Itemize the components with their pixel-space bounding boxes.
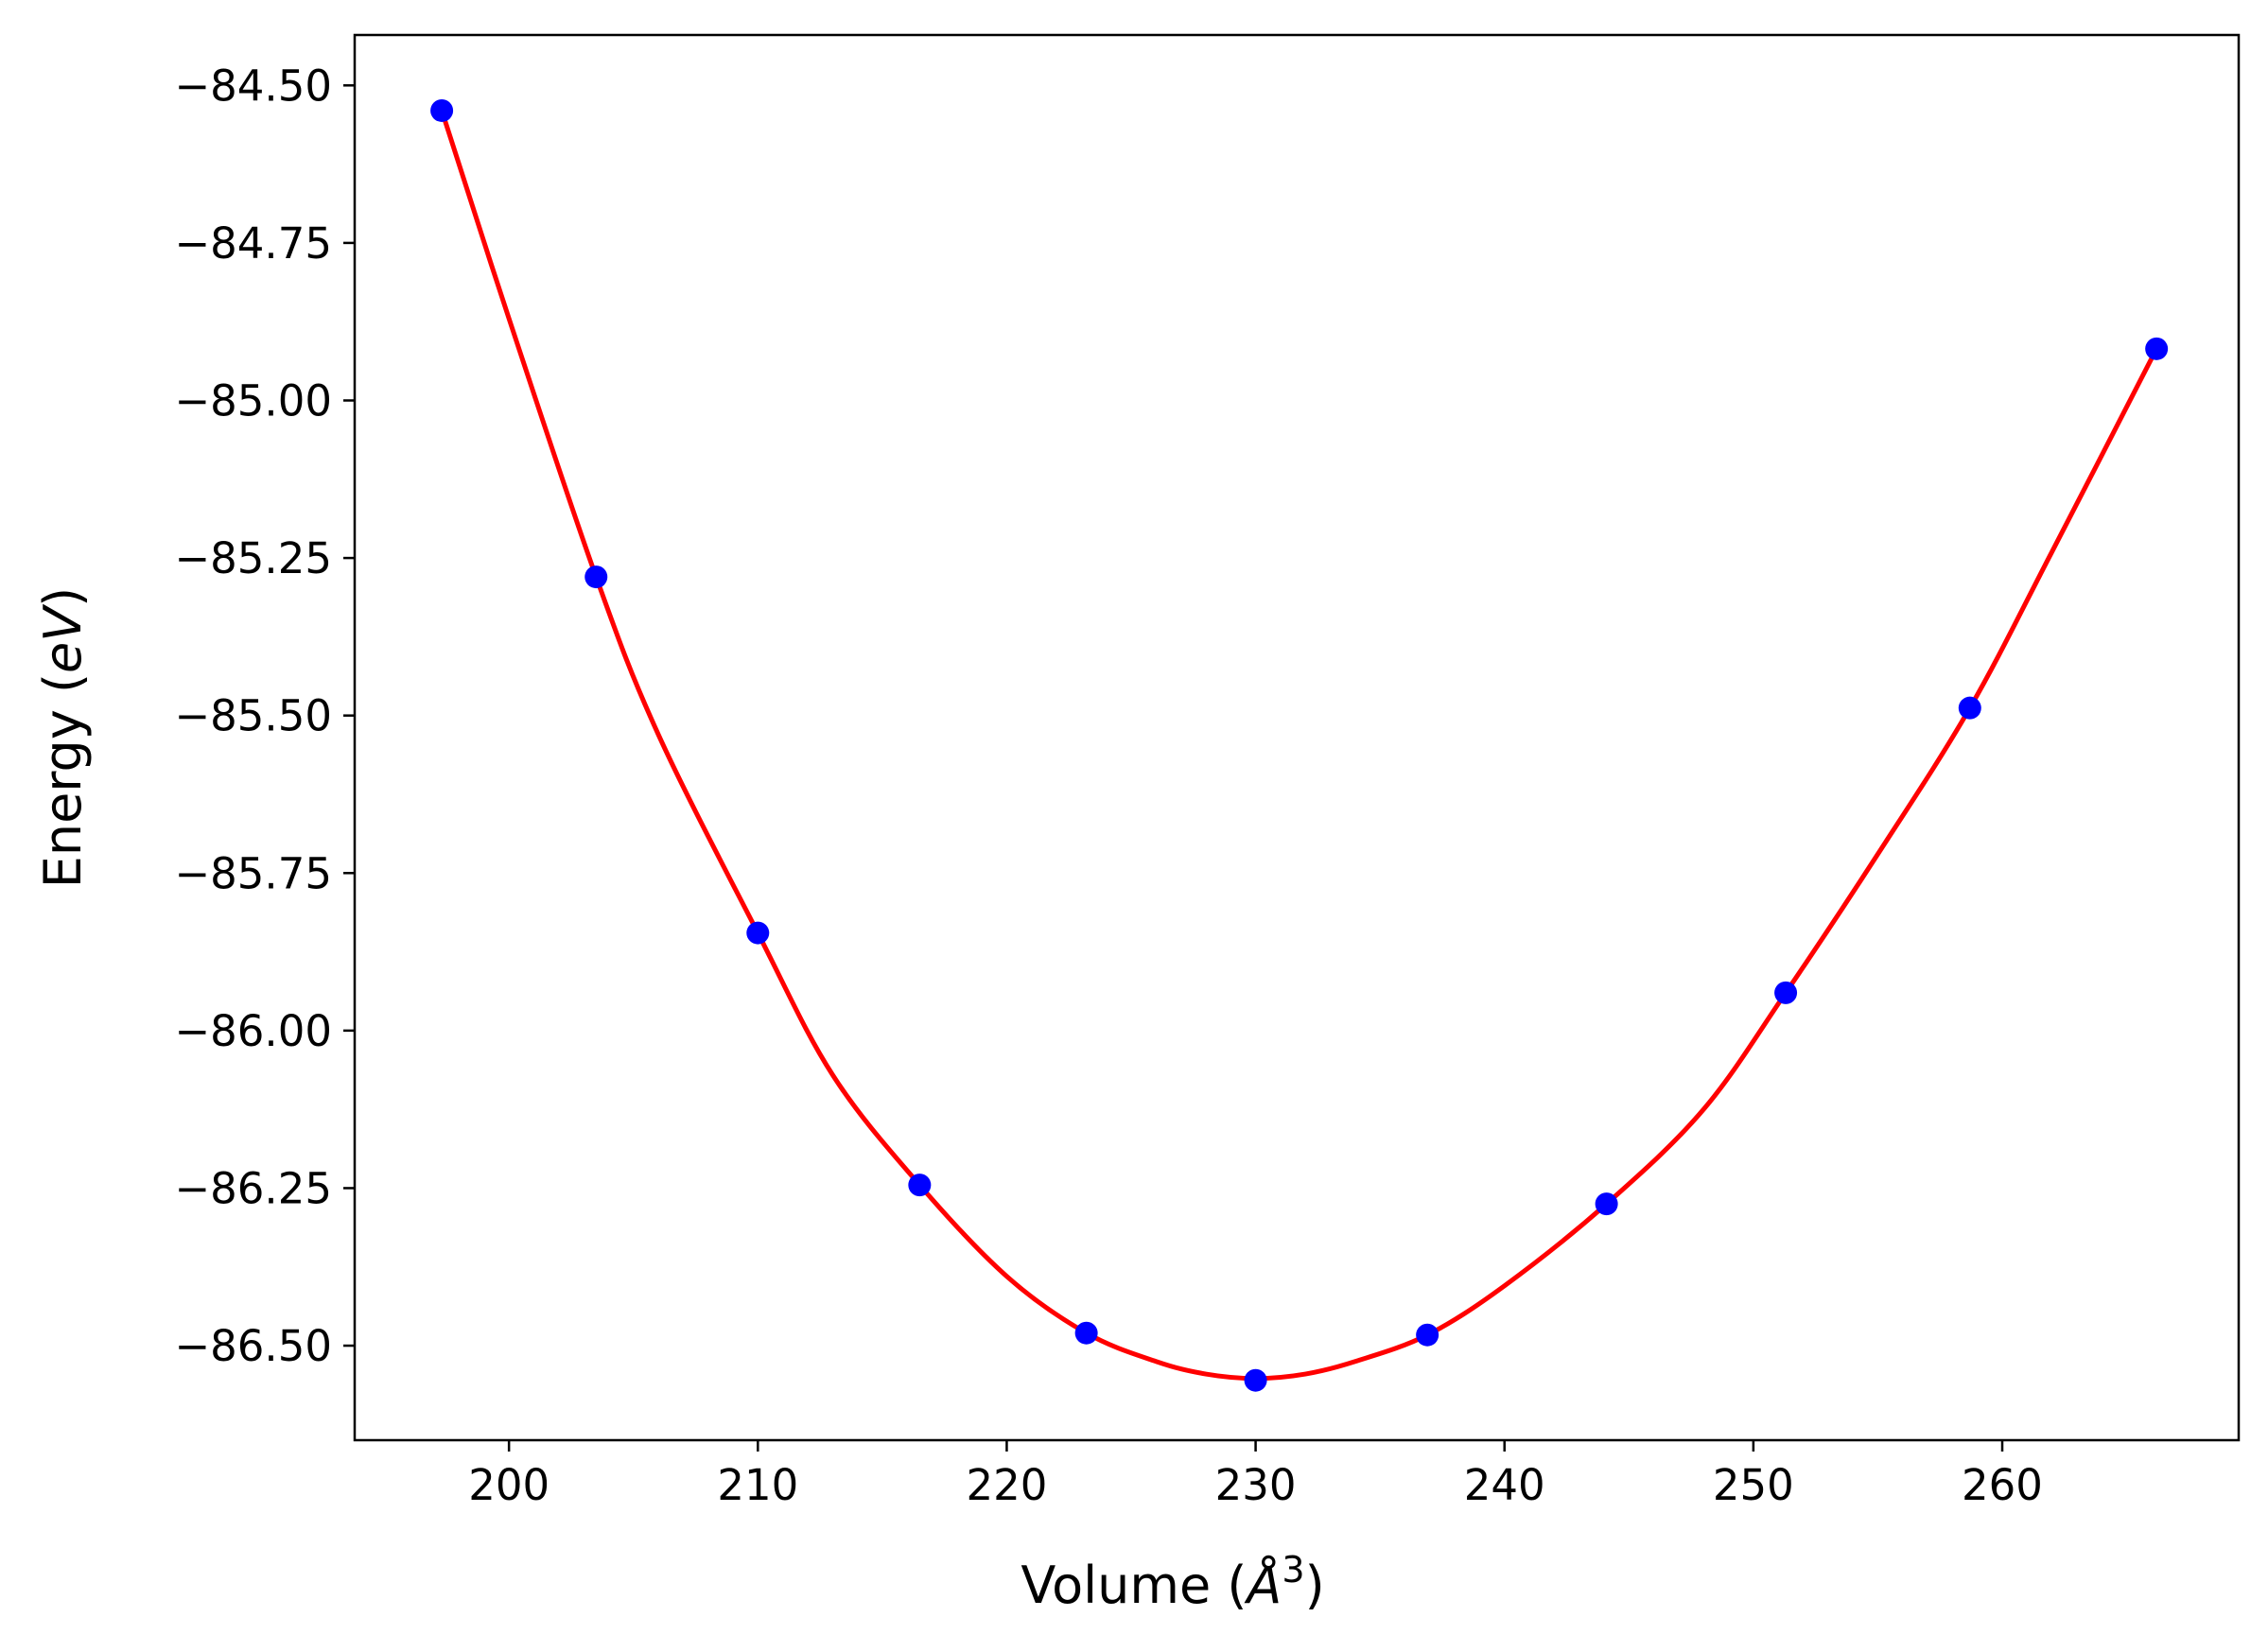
data-point xyxy=(2145,337,2169,360)
data-point xyxy=(1244,1368,1267,1392)
x-tick-label: 250 xyxy=(1713,1460,1794,1510)
data-point xyxy=(908,1174,932,1197)
y-tick-label: −86.25 xyxy=(174,1163,332,1213)
x-tick-label: 200 xyxy=(468,1460,550,1510)
x-axis-ticks: 200 210 220 230 240 250 260 xyxy=(468,1440,2043,1510)
data-point xyxy=(1416,1323,1439,1347)
plot-frame xyxy=(353,33,2241,1442)
plot-area xyxy=(355,35,2239,1440)
data-point xyxy=(1774,981,1798,1004)
data-point xyxy=(584,565,608,589)
y-tick-label: −86.00 xyxy=(174,1006,332,1056)
x-tick-label: 260 xyxy=(1962,1460,2043,1510)
data-point xyxy=(430,98,454,122)
data-points xyxy=(430,98,2169,1392)
y-axis-title: Energy (eV) xyxy=(33,587,93,889)
y-tick-label: −85.25 xyxy=(174,533,332,583)
data-point xyxy=(746,921,770,945)
y-tick-label: −84.75 xyxy=(174,218,332,269)
data-point xyxy=(1958,696,1981,720)
y-tick-label: −84.50 xyxy=(174,61,332,111)
y-tick-label: −86.50 xyxy=(174,1321,332,1371)
y-tick-label: −85.00 xyxy=(174,375,332,426)
fit-curve xyxy=(439,108,2159,1382)
y-tick-label: −85.50 xyxy=(174,691,332,741)
data-point xyxy=(1074,1321,1098,1345)
y-tick-label: −85.75 xyxy=(174,848,332,898)
x-tick-label: 220 xyxy=(966,1460,1047,1510)
x-tick-label: 210 xyxy=(717,1460,798,1510)
data-point xyxy=(1595,1192,1618,1216)
x-axis-title: Volume (Å3) xyxy=(1021,1549,1324,1615)
x-tick-label: 240 xyxy=(1464,1460,1545,1510)
y-axis-ticks: −84.50 −84.75 −85.00 −85.25 −85.50 −85.75 −86.… xyxy=(174,61,355,1371)
x-tick-label: 230 xyxy=(1215,1460,1297,1510)
